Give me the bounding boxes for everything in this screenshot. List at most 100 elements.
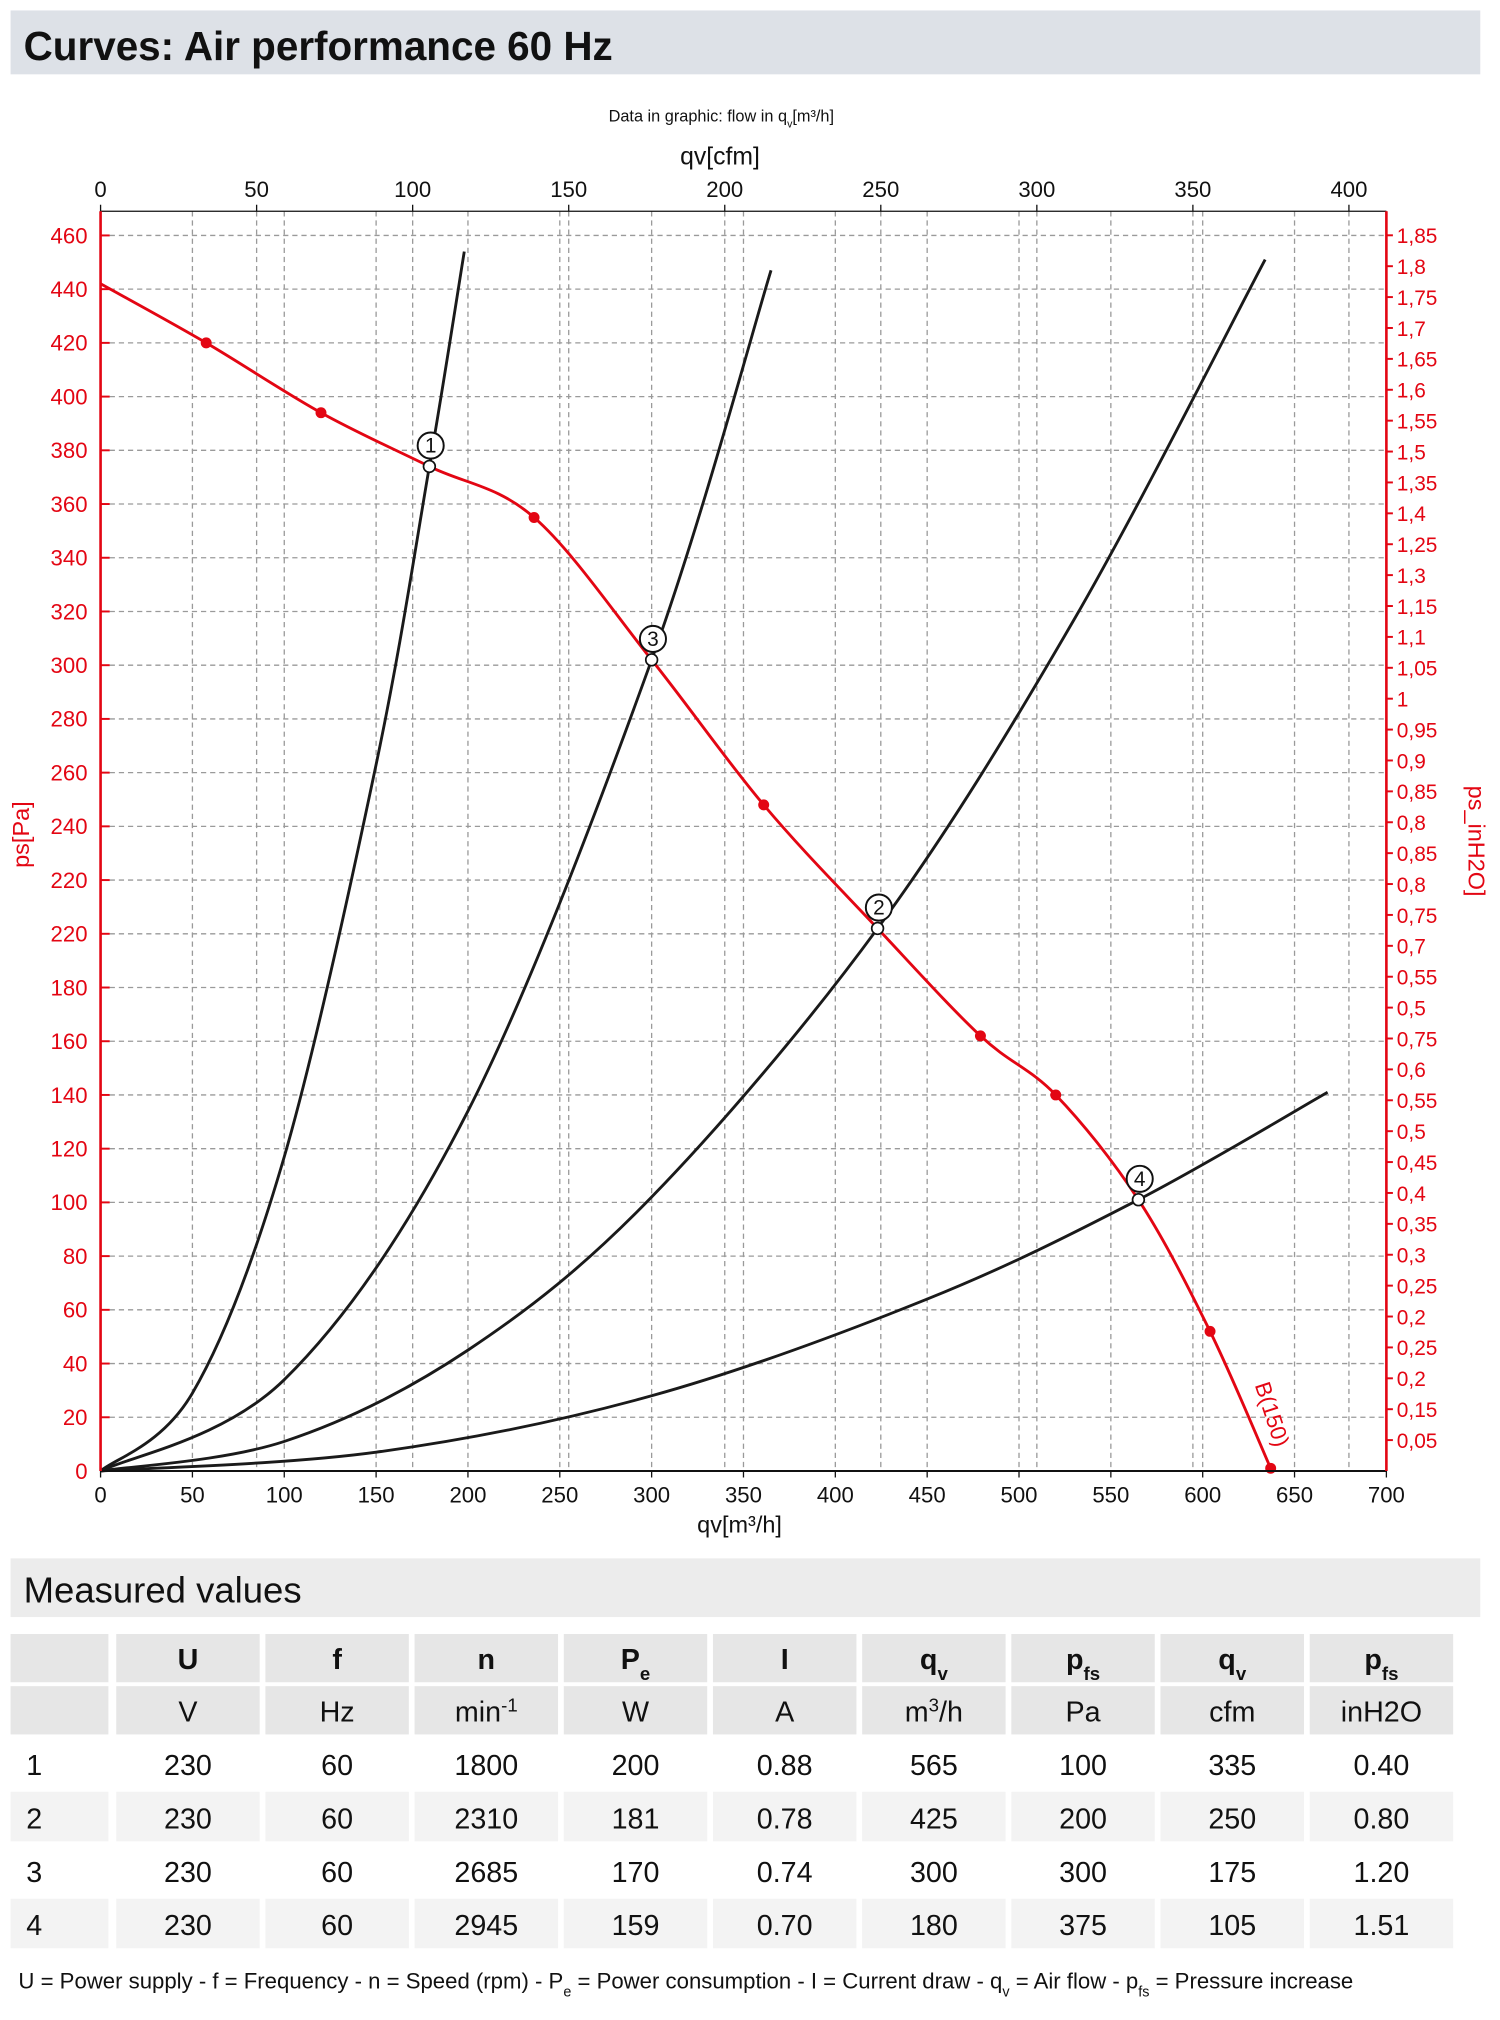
table-header-text: A bbox=[775, 1696, 795, 1728]
y2-tick-label: 0,85 bbox=[1397, 781, 1438, 804]
table-header-cell bbox=[1309, 1686, 1454, 1735]
y2-tick-label: 0,35 bbox=[1397, 1214, 1438, 1237]
table-cell-text: 1.51 bbox=[1354, 1910, 1410, 1942]
table-header-cell bbox=[10, 1686, 109, 1735]
y2-tick-label: 0,6 bbox=[1397, 1059, 1426, 1082]
table-cell bbox=[116, 1791, 260, 1842]
y-tick-label: 380 bbox=[51, 438, 88, 463]
y2-tick-label: 0,2 bbox=[1397, 1306, 1426, 1329]
table-cell bbox=[1160, 1898, 1304, 1949]
y2-tick-label: 1,75 bbox=[1397, 287, 1438, 310]
x-tick-label: 400 bbox=[817, 1482, 854, 1507]
script-text: e bbox=[640, 1663, 650, 1684]
y2-tick-label: 1,3 bbox=[1397, 565, 1426, 588]
table-cell bbox=[1160, 1738, 1304, 1788]
table-cell-text: 100 bbox=[1059, 1750, 1107, 1782]
curve-marker bbox=[200, 337, 212, 349]
table-header-cell bbox=[862, 1633, 1006, 1683]
y-tick-label: 240 bbox=[51, 814, 88, 839]
table-cell bbox=[265, 1791, 409, 1842]
text-part: min bbox=[455, 1696, 501, 1728]
y2-tick-label: 0,3 bbox=[1397, 1245, 1426, 1268]
curve bbox=[100, 258, 1267, 1473]
table-header-text: inH2O bbox=[1341, 1696, 1422, 1728]
x-tick-label: 500 bbox=[1001, 1482, 1038, 1507]
table-cell bbox=[1011, 1898, 1155, 1949]
text-part: /h bbox=[939, 1696, 963, 1728]
table-header-text: U bbox=[178, 1644, 199, 1676]
table-cell bbox=[712, 1898, 857, 1949]
table-cell-text: 230 bbox=[164, 1910, 212, 1942]
table-cell bbox=[265, 1898, 409, 1949]
text-part: W bbox=[622, 1696, 649, 1728]
table-header-text: m3/h bbox=[905, 1694, 963, 1728]
table-cell-text: 175 bbox=[1208, 1857, 1256, 1889]
operating-point-label: 4 bbox=[1134, 1168, 1146, 1191]
table-cell bbox=[1309, 1898, 1454, 1949]
y2-tick-label: 0,25 bbox=[1397, 1275, 1438, 1298]
y-tick-label: 360 bbox=[51, 492, 88, 517]
curve-marker bbox=[758, 799, 770, 811]
table-cell bbox=[116, 1738, 260, 1788]
table-cell bbox=[563, 1791, 708, 1842]
x-tick-label: 100 bbox=[266, 1482, 303, 1507]
text-part: q bbox=[920, 1644, 938, 1676]
curve bbox=[100, 1091, 1329, 1473]
curve bbox=[99, 269, 773, 1473]
table-cell-text: 230 bbox=[164, 1857, 212, 1889]
table-header-text: min-1 bbox=[455, 1694, 518, 1728]
table-cell bbox=[563, 1845, 708, 1895]
table-cell bbox=[862, 1845, 1006, 1895]
table-cell-text: 2685 bbox=[454, 1857, 518, 1889]
table-cell-text: 230 bbox=[164, 1750, 212, 1782]
curve-marker bbox=[1265, 1462, 1277, 1474]
table-cell bbox=[563, 1898, 708, 1949]
y2-tick-label: 1,7 bbox=[1397, 318, 1426, 341]
table-header-text: cfm bbox=[1209, 1696, 1255, 1728]
curve-marker bbox=[1204, 1325, 1216, 1337]
table-cell-text: 375 bbox=[1059, 1910, 1107, 1942]
table-cell-text: 0.40 bbox=[1354, 1750, 1410, 1782]
x-tick-label: 550 bbox=[1092, 1482, 1129, 1507]
table-cell-text: 180 bbox=[910, 1910, 958, 1942]
y-tick-label: 280 bbox=[51, 707, 88, 732]
text-part: V bbox=[178, 1696, 197, 1728]
table-cell bbox=[862, 1898, 1006, 1949]
table-cell bbox=[10, 1845, 109, 1895]
table-cell-text: 300 bbox=[1059, 1857, 1107, 1889]
table-cell bbox=[1309, 1791, 1454, 1842]
text-part: Data in graphic: flow in q bbox=[609, 107, 787, 125]
table-header-cell bbox=[1309, 1633, 1454, 1683]
script-text: v bbox=[1236, 1663, 1247, 1684]
y-tick-label: 80 bbox=[63, 1244, 88, 1269]
table-cell-text: 2945 bbox=[454, 1910, 518, 1942]
y-tick-label: 460 bbox=[51, 223, 88, 248]
text-part: = Air flow - p bbox=[1010, 1969, 1139, 1994]
x2-tick-label: 100 bbox=[394, 177, 431, 202]
y-tick-label: 220 bbox=[51, 868, 88, 893]
y-tick-label: 120 bbox=[51, 1136, 88, 1161]
table-cell-text: 335 bbox=[1208, 1750, 1256, 1782]
x-tick-label: 300 bbox=[633, 1482, 670, 1507]
y2-tick-label: 0,75 bbox=[1397, 905, 1438, 928]
table-cell-text: 170 bbox=[612, 1857, 660, 1889]
y2-tick-label: 1,4 bbox=[1397, 503, 1426, 526]
y-tick-label: 140 bbox=[51, 1083, 88, 1108]
chart-subtitle: Data in graphic: flow in qv[m³/h] bbox=[609, 107, 834, 130]
y2-tick-label: 0,05 bbox=[1397, 1430, 1438, 1453]
y2-tick-label: 1,65 bbox=[1397, 349, 1438, 372]
text-part: = Pressure increase bbox=[1149, 1969, 1353, 1994]
y2-tick-label: 0,5 bbox=[1397, 997, 1426, 1020]
x-tick-label: 0 bbox=[94, 1482, 106, 1507]
x-tick-label: 350 bbox=[725, 1482, 762, 1507]
text-part: m bbox=[905, 1696, 929, 1728]
table-header-cell bbox=[116, 1686, 260, 1735]
table-cell-text: 0.78 bbox=[757, 1803, 813, 1835]
table-header-text: Pe bbox=[621, 1644, 650, 1684]
table-header-text: pfs bbox=[1364, 1644, 1398, 1684]
operating-point bbox=[870, 921, 885, 936]
x-tick-label: 450 bbox=[909, 1482, 946, 1507]
operating-point-badge bbox=[416, 431, 445, 460]
text-part: inH2O bbox=[1341, 1696, 1422, 1728]
